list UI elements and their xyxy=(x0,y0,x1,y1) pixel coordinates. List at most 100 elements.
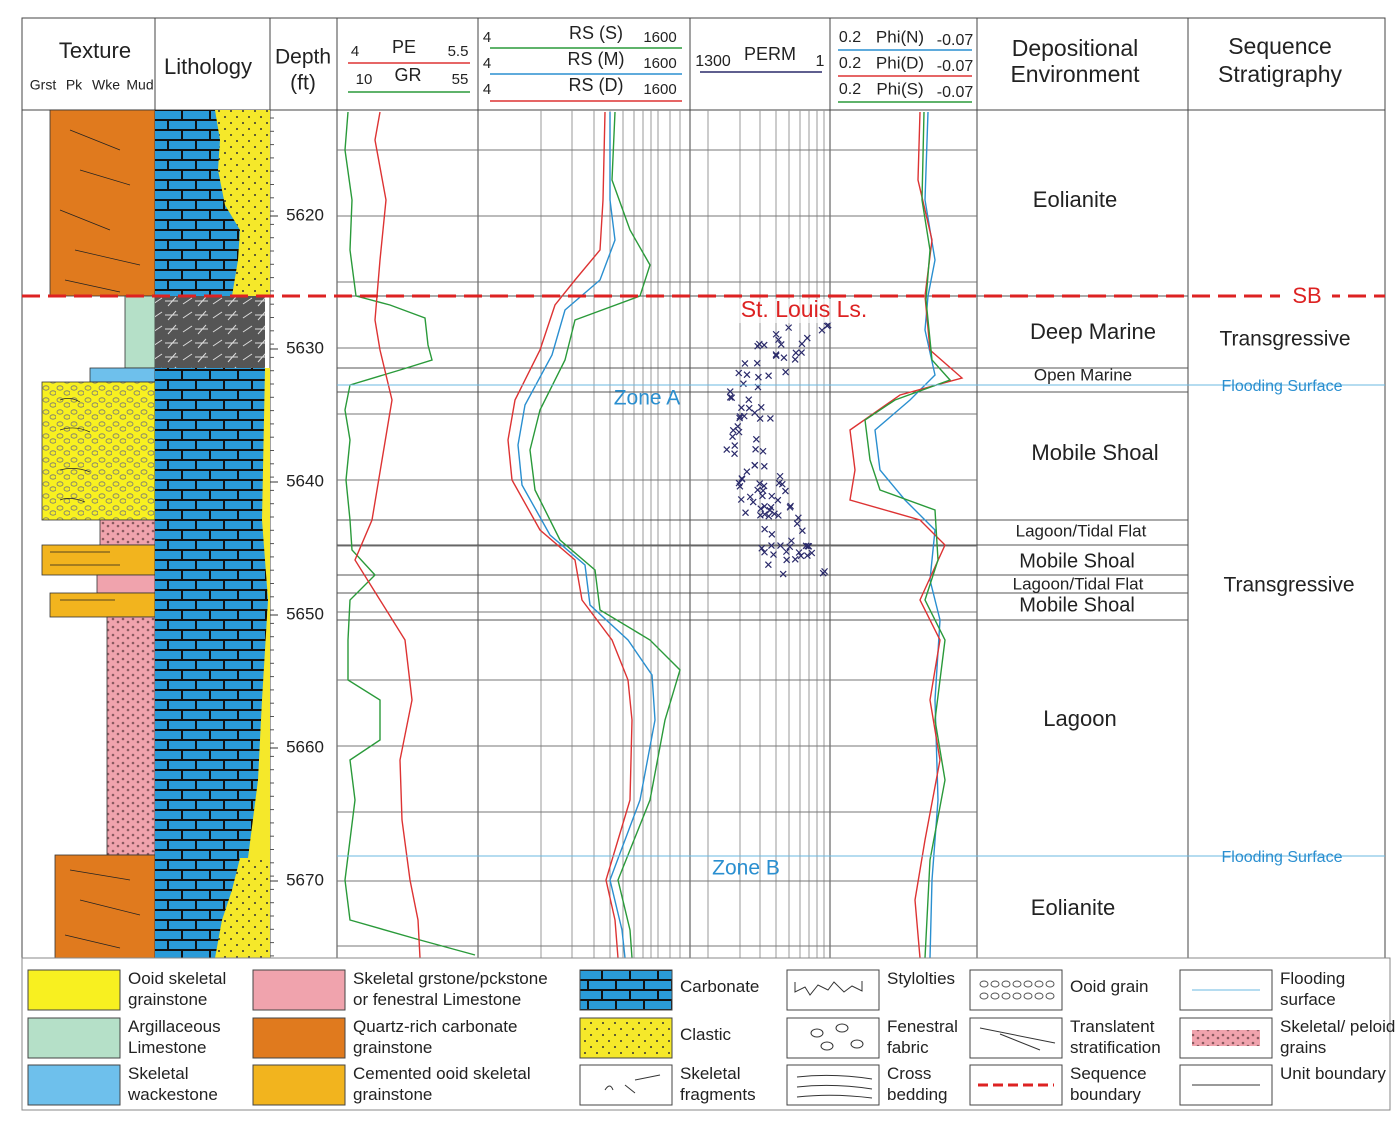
legend-label: Argillaceous Limestone xyxy=(128,1017,221,1057)
perm-point xyxy=(772,330,780,338)
legend-label: Cross bedding xyxy=(887,1064,948,1104)
label: 4 xyxy=(351,43,359,60)
legend-label: Carbonate xyxy=(680,977,760,996)
log-curves xyxy=(344,111,964,959)
label: RS (D) xyxy=(569,75,624,95)
legend-symbol xyxy=(810,1028,824,1038)
legend-symbol xyxy=(1045,992,1055,1000)
perm-point xyxy=(786,543,794,551)
perm-point xyxy=(735,369,743,377)
label: Lagoon/Tidal Flat xyxy=(1013,574,1144,593)
perm-point xyxy=(792,349,800,357)
label: 10 xyxy=(356,71,373,88)
label: Wke xyxy=(92,77,120,93)
track-scale-lines xyxy=(348,47,972,103)
lithology-column xyxy=(155,110,270,958)
perm-point xyxy=(787,537,795,545)
perm-point xyxy=(745,404,753,412)
perm-point xyxy=(770,551,777,559)
label: 5.5 xyxy=(448,43,469,60)
perm-point xyxy=(746,493,754,501)
label: Phi(N) xyxy=(876,27,924,46)
perm-point xyxy=(808,549,816,557)
perm-point xyxy=(756,415,764,422)
perm-point xyxy=(791,356,799,363)
legend-symbol xyxy=(1001,992,1011,1000)
perm-point xyxy=(742,509,749,517)
perm-point xyxy=(782,487,789,495)
label: Transgressive xyxy=(1223,574,1354,597)
legend-swatch xyxy=(786,1017,880,1059)
perm-point xyxy=(741,359,749,367)
legend-label: Ooid grain xyxy=(1070,977,1149,996)
label: Grst xyxy=(30,77,57,93)
label: 1600 xyxy=(643,55,676,72)
label: Mobile Shoal xyxy=(1031,440,1158,465)
label: (ft) xyxy=(290,72,316,95)
perm-point xyxy=(736,414,744,422)
perm-point xyxy=(754,342,762,350)
label: Deep Marine xyxy=(1030,319,1156,344)
legend-swatch xyxy=(969,969,1063,1011)
label: 1600 xyxy=(643,81,676,98)
label: Depositional xyxy=(1012,35,1139,61)
legend-label: Skeletal fragments xyxy=(680,1064,756,1104)
label: SB xyxy=(1292,283,1321,308)
perm-point xyxy=(760,341,768,349)
label: 1 xyxy=(816,53,825,70)
label: Mobile Shoal xyxy=(1019,550,1135,572)
perm-point xyxy=(818,326,826,334)
legend-swatch xyxy=(579,969,673,1011)
label: 1300 xyxy=(695,53,731,70)
perm-point xyxy=(798,349,805,357)
perm-point xyxy=(726,388,734,395)
label: Mobile Shoal xyxy=(1019,594,1135,616)
perm-point xyxy=(758,544,766,552)
label: Phi(S) xyxy=(876,79,923,98)
perm-point xyxy=(734,422,742,430)
label: Eolianite xyxy=(1033,187,1117,212)
perm-point xyxy=(745,396,753,404)
label: 0.2 xyxy=(839,29,861,46)
legend-symbol xyxy=(1034,992,1044,1000)
legend-swatch xyxy=(252,1017,346,1059)
perm-point xyxy=(737,496,745,503)
label: 5650 xyxy=(286,604,324,623)
perm-point xyxy=(770,510,778,518)
legend-label: Flooding surface xyxy=(1280,969,1346,1009)
label: Environment xyxy=(1010,61,1140,87)
perm-point xyxy=(761,502,768,510)
legend-label: Stylolties xyxy=(887,969,956,988)
label: Stratigraphy xyxy=(1218,61,1343,87)
legend-swatch xyxy=(786,969,880,1011)
legend-swatch xyxy=(27,1064,121,1106)
legend-symbol xyxy=(990,980,1000,988)
legend-symbol xyxy=(1001,980,1011,988)
legend-swatch xyxy=(27,1017,121,1059)
legend-label: Unit boundary xyxy=(1280,1064,1386,1083)
legend-swatch xyxy=(27,969,121,1011)
label: 5620 xyxy=(286,205,324,224)
perm-point xyxy=(731,442,739,449)
perm-point xyxy=(743,371,751,379)
legend-symbol xyxy=(604,1074,661,1094)
label: RS (S) xyxy=(569,23,623,43)
legend-label: Quartz-rich carbonate grainstone xyxy=(353,1017,518,1057)
legend-symbol xyxy=(1023,980,1033,988)
perm-point xyxy=(754,373,762,381)
label: 5660 xyxy=(286,737,324,756)
perm-point xyxy=(803,552,811,560)
perm-point xyxy=(774,512,782,519)
perm-point xyxy=(728,394,736,402)
label: Mud xyxy=(126,77,153,93)
perm-point xyxy=(775,336,782,344)
perm-point xyxy=(777,341,785,348)
perm-point xyxy=(782,368,790,376)
perm-point xyxy=(780,354,788,362)
sb-bg xyxy=(1280,284,1332,310)
legend-symbol xyxy=(990,992,1000,1000)
perm-point xyxy=(776,472,784,480)
perm-point xyxy=(757,505,765,513)
perm-point xyxy=(794,514,802,522)
legend-symbol xyxy=(979,992,989,1000)
